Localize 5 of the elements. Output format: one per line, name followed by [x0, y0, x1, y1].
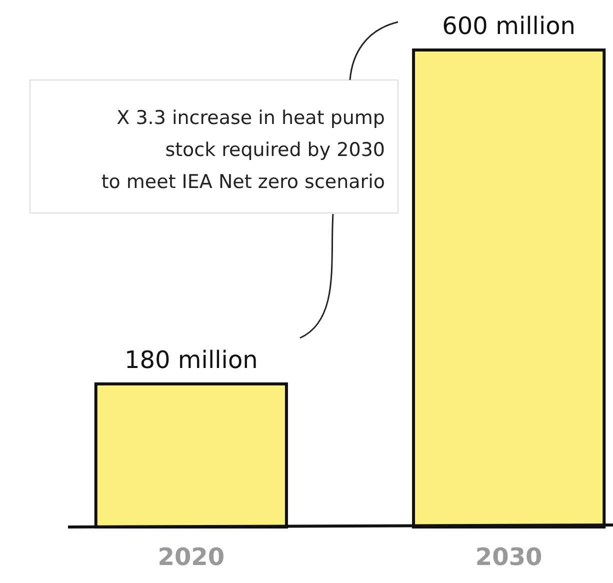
- data-label: 180 million: [124, 346, 258, 374]
- x-tick-label: 2020: [158, 543, 225, 571]
- x-tick-label: 2030: [475, 543, 542, 571]
- annotation: X 3.3 increase in heat pump stock required by 2030 to meet IEA Net zero scenario: [101, 107, 385, 193]
- data-label: 600 million: [442, 12, 576, 40]
